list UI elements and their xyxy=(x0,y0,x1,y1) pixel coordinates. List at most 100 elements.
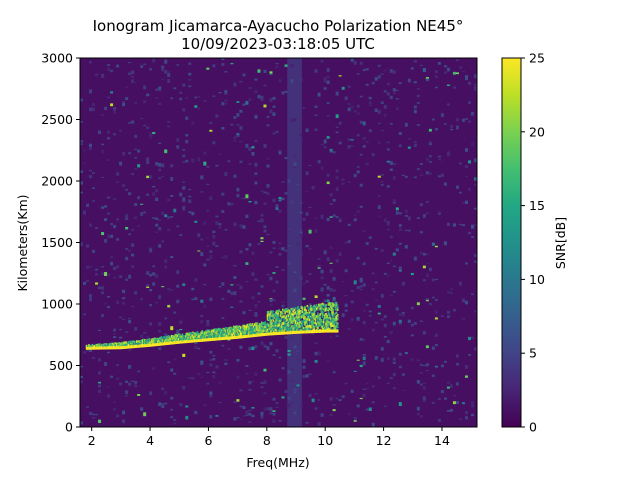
trace-cell xyxy=(313,307,316,311)
heatmap-noise-cell xyxy=(212,95,216,98)
heatmap-noise-cell xyxy=(176,138,180,142)
trace-cell xyxy=(249,334,251,338)
heatmap-noise-cell xyxy=(368,104,372,107)
heatmap-noise-cell xyxy=(89,107,93,112)
heatmap-noise-cell xyxy=(167,291,171,293)
heatmap-noise-cell xyxy=(266,233,270,236)
heatmap-noise-cell xyxy=(371,81,375,85)
trace-cell xyxy=(290,311,292,315)
heatmap-noise-cell xyxy=(302,297,306,300)
heatmap-noise-cell xyxy=(140,334,144,338)
heatmap-noise-cell xyxy=(251,272,255,276)
heatmap-noise-cell xyxy=(272,105,276,108)
heatmap-noise-cell xyxy=(236,134,240,137)
heatmap-noise-cell xyxy=(392,372,396,377)
heatmap-noise-cell xyxy=(152,282,156,286)
trace-cell xyxy=(283,327,285,330)
heatmap-noise-cell xyxy=(137,370,141,373)
heatmap-noise-cell xyxy=(146,335,150,338)
heatmap-noise-cell xyxy=(197,233,201,237)
heatmap-noise-cell xyxy=(98,286,102,290)
heatmap-noise-cell xyxy=(194,277,198,282)
heatmap-noise-cell xyxy=(185,159,189,163)
heatmap-noise-cell xyxy=(239,405,243,408)
heatmap-noise-cell xyxy=(119,161,123,166)
y-tick-label: 1000 xyxy=(41,297,73,312)
trace-cell xyxy=(312,325,314,329)
trace-cell xyxy=(192,336,194,339)
heatmap-noise-cell xyxy=(359,337,363,341)
trace-cell xyxy=(311,318,313,321)
heatmap-noise-cell xyxy=(152,185,156,188)
trace-cell xyxy=(158,337,160,341)
trace-cell xyxy=(141,339,144,342)
heatmap-noise-cell xyxy=(347,181,351,184)
heatmap-noise-cell xyxy=(263,144,267,148)
heatmap-noise-cell xyxy=(170,408,174,411)
trace-cell xyxy=(308,307,311,310)
heatmap-noise-cell xyxy=(428,267,432,272)
heatmap-noise-cell xyxy=(374,77,378,81)
trace-cell xyxy=(171,338,173,341)
heatmap-noise-cell xyxy=(398,242,402,245)
trace-cell xyxy=(290,326,292,330)
heatmap-noise-cell xyxy=(389,235,393,239)
trace-cell xyxy=(326,327,328,331)
trace-cell xyxy=(204,338,207,342)
trace-cell xyxy=(116,343,118,346)
heatmap-noise-cell xyxy=(89,265,93,268)
trace-cell xyxy=(303,330,305,334)
trace-cell xyxy=(289,321,291,325)
trace-cell xyxy=(188,333,191,337)
trace-cell xyxy=(273,321,276,324)
trace-cell xyxy=(335,329,338,333)
trace-cell xyxy=(291,309,293,312)
heatmap-noise-cell xyxy=(248,98,252,101)
trace-cell xyxy=(303,312,305,315)
trace-cell xyxy=(319,321,321,324)
trace-cell xyxy=(292,317,295,321)
heatmap-noise-cell xyxy=(158,168,162,172)
heatmap-noise-cell xyxy=(170,178,174,181)
trace-cell xyxy=(123,341,125,345)
heatmap-noise-cell xyxy=(452,401,456,405)
heatmap-noise-cell xyxy=(431,296,435,299)
heatmap-noise-cell xyxy=(212,141,216,145)
heatmap-noise-cell xyxy=(425,345,429,349)
trace-cell xyxy=(105,346,108,350)
trace-cell xyxy=(258,325,261,329)
trace-cell xyxy=(206,338,208,342)
heatmap-noise-cell xyxy=(389,122,393,125)
trace-cell xyxy=(194,332,197,336)
trace-cell xyxy=(168,341,171,345)
heatmap-noise-cell xyxy=(332,300,336,304)
heatmap-noise-cell xyxy=(83,149,87,152)
heatmap-noise-cell xyxy=(155,273,159,278)
heatmap-noise-cell xyxy=(359,397,363,400)
heatmap-noise-cell xyxy=(254,345,258,349)
heatmap-noise-cell xyxy=(284,249,288,252)
trace-cell xyxy=(318,324,320,328)
heatmap-noise-cell xyxy=(146,93,150,97)
trace-cell xyxy=(327,311,330,314)
trace-cell xyxy=(278,331,281,335)
heatmap-noise-cell xyxy=(125,97,129,101)
trace-cell xyxy=(207,338,209,342)
trace-cell xyxy=(181,333,184,336)
heatmap-noise-cell xyxy=(101,272,105,275)
heatmap-noise-cell xyxy=(398,82,402,85)
heatmap-noise-cell xyxy=(314,114,318,117)
heatmap-noise-cell xyxy=(248,309,252,311)
trace-cell xyxy=(217,332,220,335)
trace-cell xyxy=(317,318,319,321)
trace-cell xyxy=(289,309,291,313)
trace-cell xyxy=(277,316,279,319)
heatmap-noise-cell xyxy=(119,336,123,339)
trace-cell xyxy=(307,307,310,311)
trace-cell xyxy=(332,314,334,317)
trace-cell xyxy=(251,322,254,326)
trace-cell xyxy=(216,332,219,336)
heatmap-noise-cell xyxy=(356,209,360,214)
heatmap-noise-cell xyxy=(278,196,282,200)
heatmap-noise-cell xyxy=(464,77,468,81)
